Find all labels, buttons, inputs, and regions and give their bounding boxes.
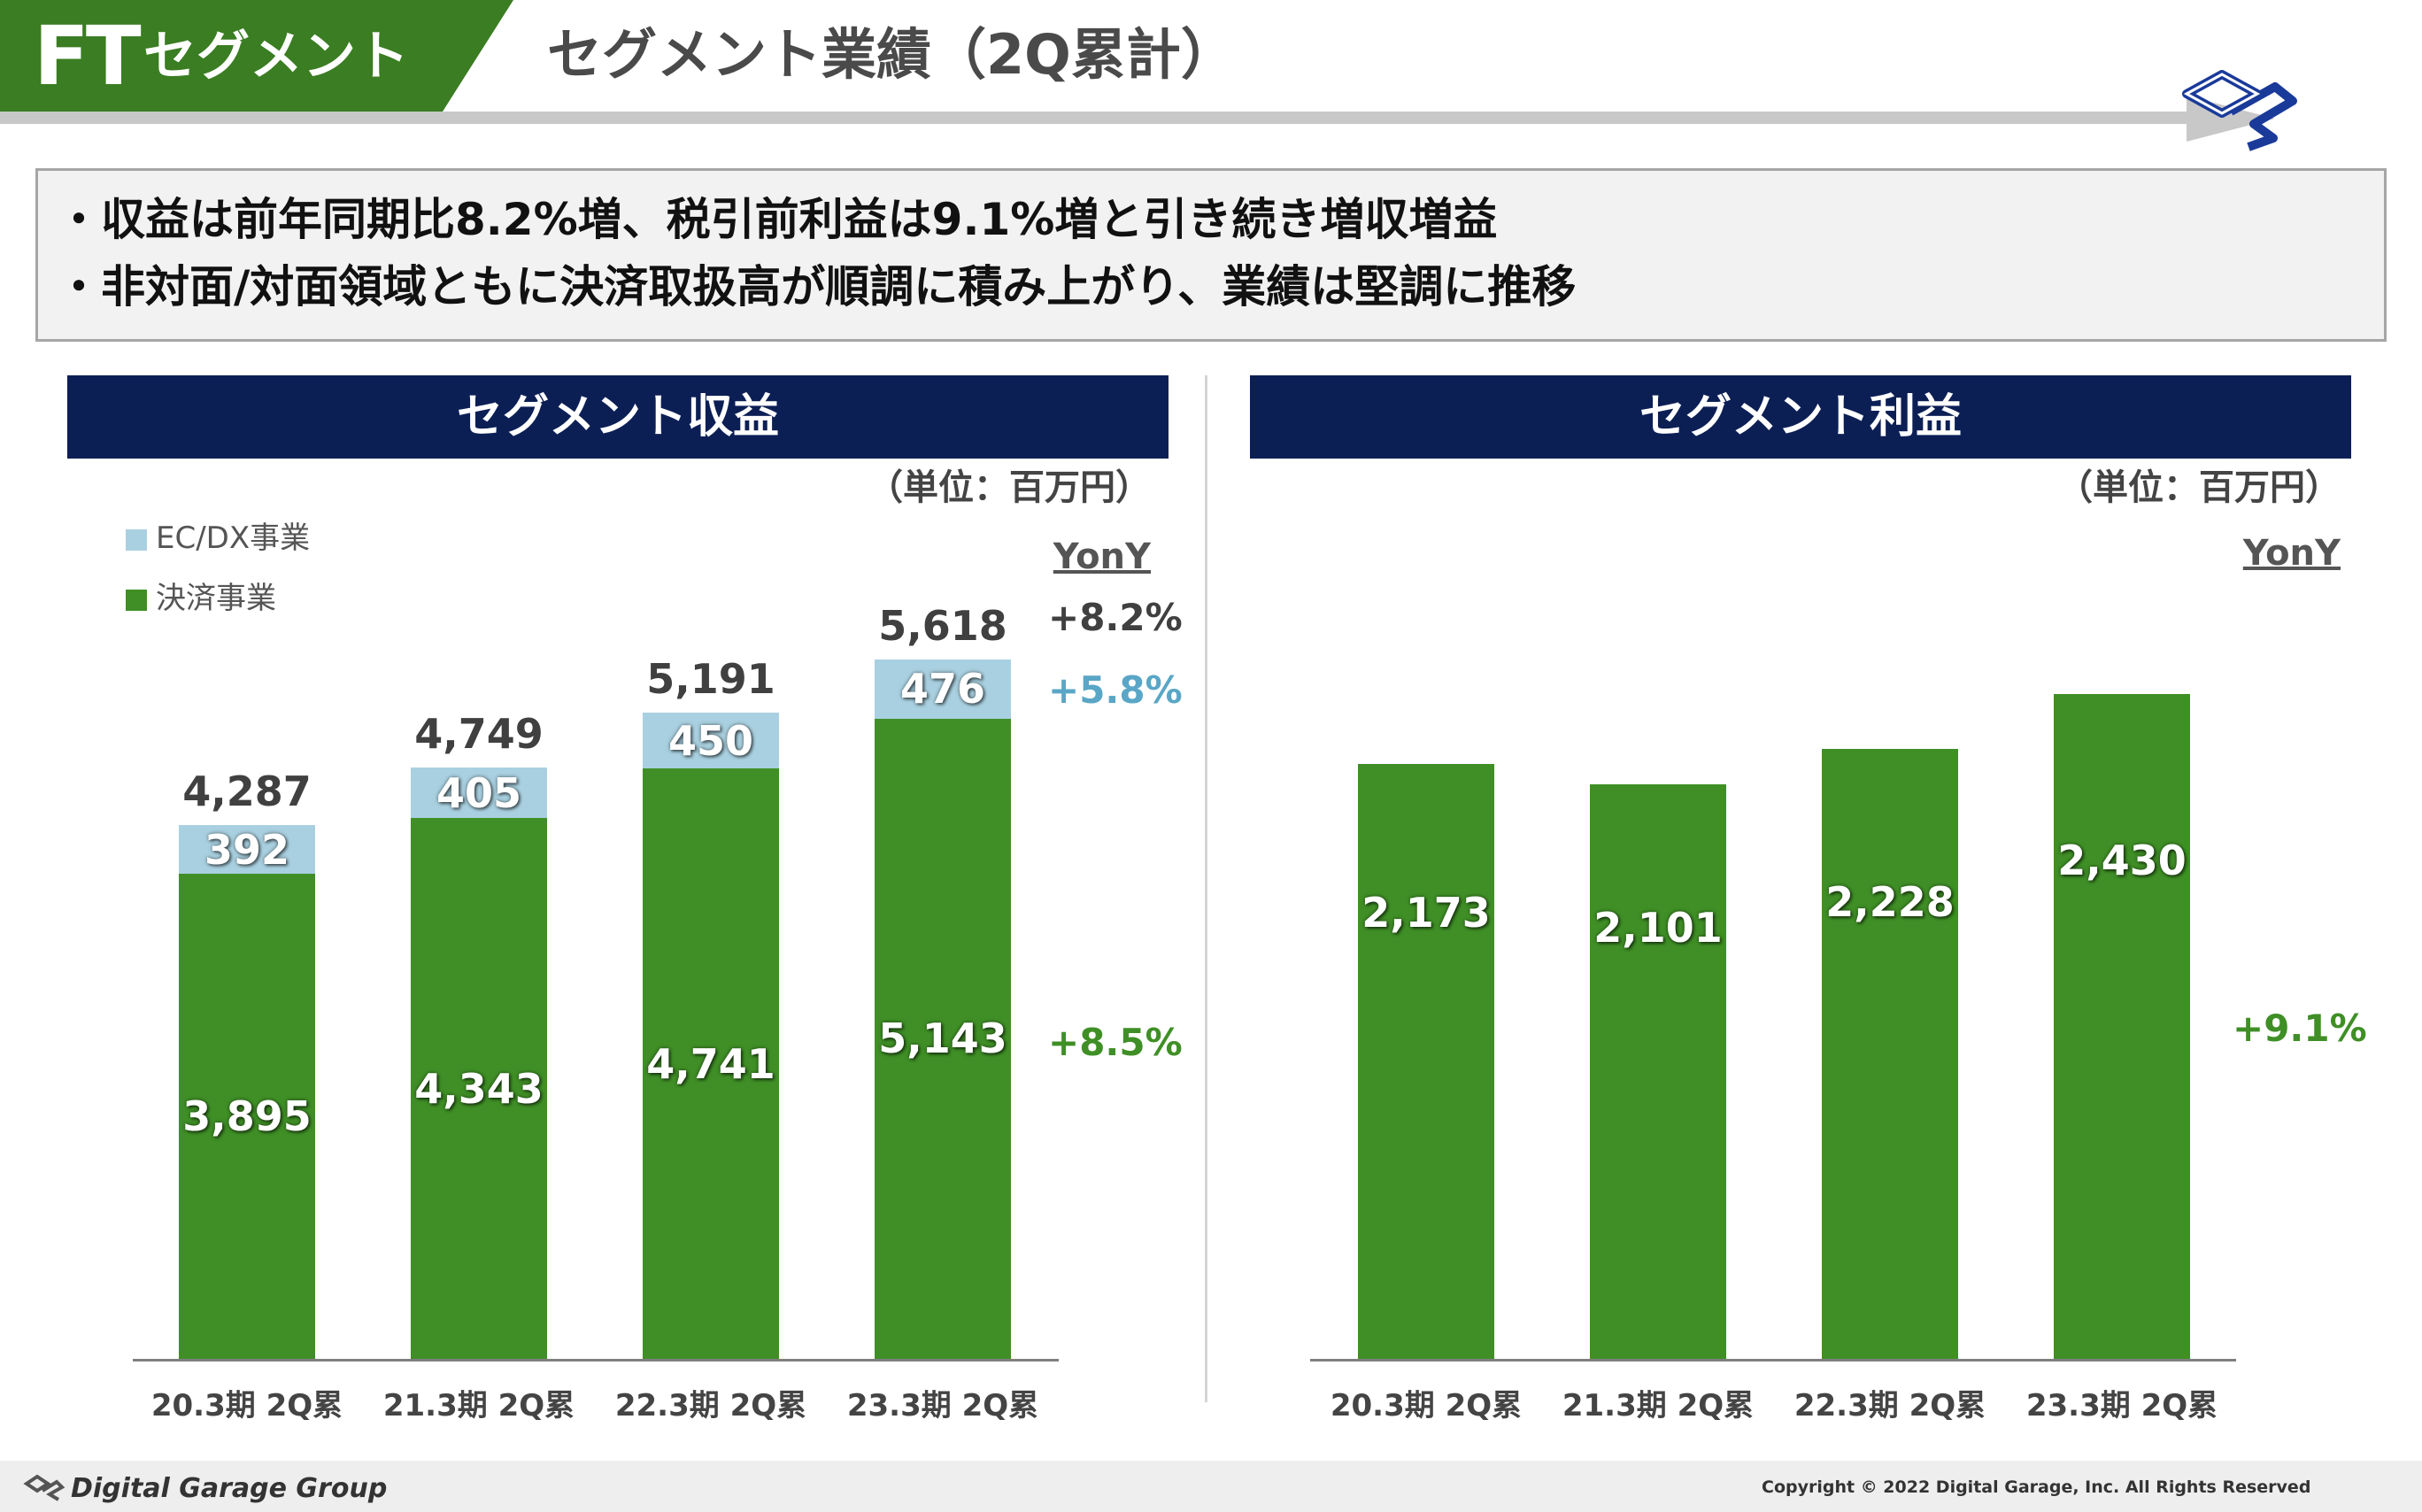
revenue-yony-label: YonY [1053, 536, 1151, 577]
footer-bar [0, 1461, 2422, 1512]
profit-label: 2,430 [2057, 836, 2187, 884]
revenue-unit-label: （単位：百万円） [868, 467, 1151, 508]
dg-footer-logo-icon [23, 1474, 66, 1501]
revenue-bar-ecdx [411, 768, 547, 819]
revenue-bar-payment [875, 718, 1011, 1359]
revenue-label-ecdx: 476 [899, 665, 986, 714]
revenue-label-total: 4,749 [414, 710, 544, 759]
revenue-x-tick: 23.3期 2Q累 [846, 1388, 1039, 1423]
profit-x-tick: 20.3期 2Q累 [1330, 1388, 1523, 1423]
revenue-total-growth: +8.2% [1048, 596, 1183, 639]
revenue-payment-growth: +8.5% [1048, 1021, 1183, 1064]
revenue-bar-payment [179, 874, 315, 1359]
profit-unit-label: （単位：百万円） [2057, 467, 2341, 508]
revenue-bar-ecdx [875, 659, 1011, 719]
revenue-label-ecdx: 405 [436, 768, 522, 817]
header-tag [0, 0, 513, 112]
header-tag-label: セグメント [143, 26, 409, 88]
panel-divider [1205, 375, 1207, 1402]
revenue-label-total: 4,287 [182, 768, 312, 816]
profit-x-tick: 23.3期 2Q累 [2025, 1388, 2218, 1423]
legend-payment-label: 決済事業 [156, 581, 276, 616]
revenue-label-total: 5,191 [646, 655, 775, 704]
profit-x-tick: 21.3期 2Q累 [1562, 1388, 1755, 1423]
profit-label: 2,228 [1825, 877, 1955, 926]
revenue-x-tick: 22.3期 2Q累 [614, 1388, 807, 1423]
revenue-x-axis [133, 1359, 1059, 1362]
profit-label: 2,173 [1361, 889, 1491, 937]
revenue-label-payment: 4,741 [646, 1039, 775, 1088]
page-title: セグメント業績（2Q累計） [547, 22, 1236, 87]
revenue-panel-heading: セグメント収益 [67, 375, 1169, 459]
revenue-x-tick: 20.3期 2Q累 [150, 1388, 343, 1423]
header-tag-abbr: FT [34, 9, 142, 104]
header-divider [0, 112, 2195, 124]
revenue-label-payment: 3,895 [182, 1092, 312, 1141]
legend-ecdx-swatch [126, 529, 147, 551]
dg-logo-icon [2182, 70, 2297, 151]
revenue-label-ecdx: 392 [204, 825, 290, 874]
revenue-bar-payment [411, 818, 547, 1359]
revenue-x-tick: 21.3期 2Q累 [382, 1388, 575, 1423]
revenue-label-payment: 5,143 [878, 1014, 1007, 1063]
revenue-bar-payment [643, 768, 779, 1359]
profit-x-axis [1310, 1359, 2236, 1362]
revenue-bar-ecdx [643, 713, 779, 769]
revenue-ecdx-growth: +5.8% [1048, 668, 1183, 712]
summary-box [35, 168, 2387, 342]
profit-bar [1590, 783, 1726, 1359]
revenue-label-payment: 4,343 [414, 1064, 544, 1113]
profit-x-tick: 22.3期 2Q累 [1793, 1388, 1986, 1423]
profit-bar [2054, 694, 2190, 1359]
profit-bar [1358, 764, 1494, 1359]
legend-ecdx-label: EC/DX事業 [156, 521, 311, 556]
profit-panel-heading: セグメント利益 [1250, 375, 2351, 459]
profit-yony-label: YonY [2242, 533, 2341, 574]
revenue-bar-ecdx [179, 825, 315, 875]
profit-growth: +9.1% [2233, 1007, 2367, 1050]
revenue-label-total: 5,618 [878, 601, 1007, 650]
legend-payment-swatch [126, 590, 147, 611]
footer-copyright: Copyright © 2022 Digital Garage, Inc. Al… [1762, 1477, 2311, 1497]
summary-bullet-2: ・非対面/対面領域ともに決済取扱高が順調に積み上がり、業績は堅調に推移 [57, 261, 1577, 312]
profit-label: 2,101 [1593, 904, 1723, 952]
profit-bar [1822, 749, 1958, 1359]
summary-bullet-1: ・収益は前年同期比8.2%増、税引前利益は9.1%増と引き続き増収増益 [57, 194, 1498, 245]
revenue-label-ecdx: 450 [667, 716, 754, 765]
footer-company: Digital Garage Group [71, 1473, 388, 1504]
